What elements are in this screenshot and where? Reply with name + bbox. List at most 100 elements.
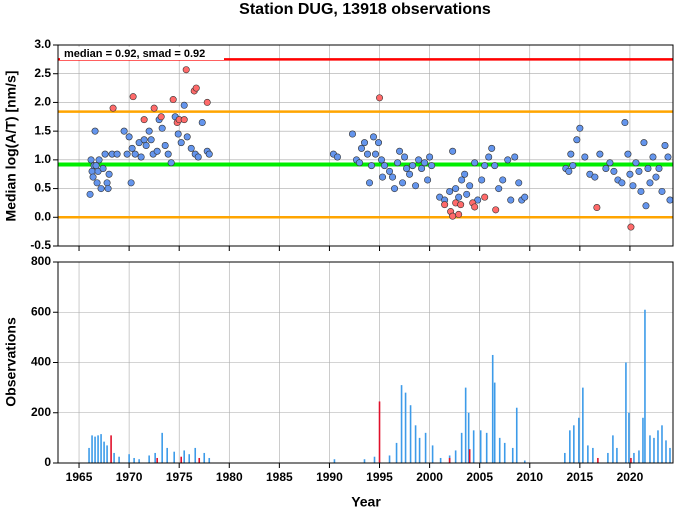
data-point [355, 159, 363, 167]
data-point [167, 159, 175, 167]
bar [665, 440, 667, 463]
data-point [610, 167, 618, 175]
bar [607, 452, 609, 463]
bar [597, 457, 599, 463]
x-tick-label: 2010 [516, 470, 543, 484]
x-tick-label: 2000 [416, 470, 443, 484]
bar [661, 425, 663, 463]
data-point [366, 179, 374, 187]
data-point [183, 133, 191, 141]
bar [118, 456, 120, 463]
y-axis-label: Observations [3, 317, 19, 407]
data-point [389, 173, 397, 181]
data-point [169, 96, 177, 104]
x-tick-label: 1975 [166, 470, 193, 484]
data-point [661, 142, 669, 150]
bar [173, 451, 175, 463]
data-point [192, 84, 200, 92]
data-point [664, 153, 672, 161]
x-tick-label: 2020 [617, 470, 644, 484]
bar [448, 457, 451, 463]
bar [644, 309, 646, 463]
data-point [333, 153, 341, 161]
data-point [658, 187, 666, 195]
data-point [164, 150, 172, 158]
data-point [415, 156, 423, 164]
bar [564, 452, 566, 463]
data-point [370, 133, 378, 141]
data-point [606, 159, 614, 167]
data-point [150, 104, 158, 112]
bar [582, 387, 584, 463]
data-point [567, 150, 575, 158]
data-point [627, 223, 635, 231]
bar [587, 445, 589, 463]
data-point [655, 164, 663, 172]
bar [578, 417, 580, 463]
data-point [629, 182, 637, 190]
data-point [113, 150, 121, 158]
data-point [488, 144, 496, 152]
bar [188, 454, 191, 463]
bar [156, 457, 158, 463]
data-point [87, 156, 95, 164]
data-point [649, 153, 657, 161]
data-point [368, 162, 376, 170]
x-tick-label: 1970 [116, 470, 143, 484]
bar [194, 447, 197, 463]
bar [479, 430, 482, 463]
data-point [481, 162, 489, 170]
data-point [205, 150, 213, 158]
data-point [92, 162, 100, 170]
y-tick-label: 200 [31, 405, 51, 419]
data-point [105, 170, 113, 178]
data-point [128, 144, 136, 152]
bar [103, 441, 105, 463]
data-point [463, 190, 471, 198]
data-point [403, 164, 411, 172]
bar [378, 401, 381, 463]
data-point [182, 66, 190, 74]
data-point [644, 164, 652, 172]
data-point [104, 185, 112, 193]
bar [180, 456, 183, 463]
bar [649, 435, 651, 463]
data-point [348, 130, 356, 138]
y-axis-label: Median log(A/T) [nm/s] [3, 71, 19, 222]
y-tick-label: 0.0 [34, 209, 51, 223]
bar [657, 430, 659, 463]
y-tick-label: 1.0 [34, 152, 51, 166]
data-point [129, 93, 137, 101]
bar [409, 405, 412, 463]
bar [395, 442, 398, 463]
data-point [646, 179, 654, 187]
bar [203, 452, 206, 463]
x-axis-label: Year [351, 494, 381, 510]
y-tick-label: 1.5 [34, 123, 51, 137]
bar [161, 432, 163, 463]
data-point [180, 116, 188, 124]
x-tick-label: 1965 [66, 470, 93, 484]
data-point [153, 147, 161, 155]
data-point [396, 147, 404, 155]
bar [511, 447, 514, 463]
bar [333, 459, 336, 463]
data-point [103, 179, 111, 187]
y-tick-label: 3.0 [34, 37, 51, 51]
bar [467, 412, 470, 463]
bar [414, 425, 417, 463]
plot-frame [57, 261, 674, 464]
annotation-box [60, 47, 224, 60]
data-point [471, 203, 479, 211]
data-point [357, 144, 365, 152]
data-point [632, 159, 640, 167]
y-tick-label: 2.0 [34, 95, 51, 109]
bar [491, 354, 494, 463]
data-point [471, 159, 479, 167]
data-point [147, 136, 155, 144]
data-point [446, 187, 454, 195]
data-point [145, 127, 153, 135]
data-point [372, 150, 380, 158]
bar [628, 412, 630, 463]
